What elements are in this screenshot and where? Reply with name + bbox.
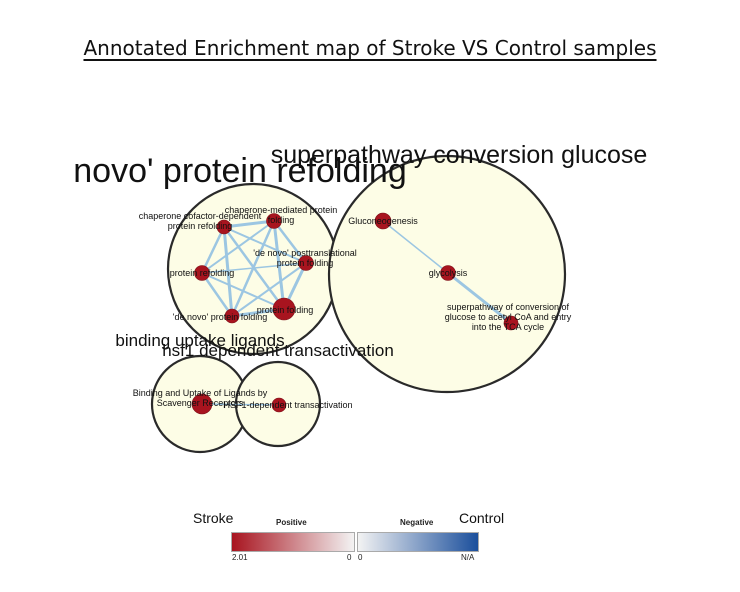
node-label: 'de novo' protein folding — [173, 312, 268, 322]
legend-positive-title: Positive — [276, 518, 307, 527]
legend-positive-gradient — [231, 532, 355, 552]
node-label: protein refolding — [170, 268, 235, 278]
network-edge — [200, 225, 226, 275]
node-label: Gluconeogenesis — [348, 216, 418, 226]
node-label: Binding and Uptake of Ligands by Scavenge… — [133, 388, 268, 408]
network-node[interactable] — [191, 393, 213, 415]
network-edge — [223, 226, 307, 264]
network-edge — [201, 220, 275, 274]
network-edge — [382, 220, 449, 274]
network-node[interactable] — [224, 308, 240, 324]
node-label: HSF1-dependent transactivation — [223, 400, 352, 410]
cluster-label: superpathway conversion glucose — [271, 141, 648, 169]
legend-control-label: Control — [459, 510, 505, 526]
network-node[interactable] — [271, 397, 287, 413]
network-node[interactable] — [266, 213, 282, 229]
node-label: protein folding — [257, 305, 314, 315]
network-node[interactable] — [374, 212, 392, 230]
network-node[interactable] — [503, 315, 519, 331]
node-label: chaperone cofactor-dependent protein refo… — [139, 211, 262, 231]
legend-positive-min: 0 — [347, 553, 352, 562]
legend-negative-title: Negative — [400, 518, 434, 527]
legend-positive-max: 2.01 — [232, 553, 248, 562]
node-label: superpathway of conversion of glucose to … — [445, 302, 572, 332]
legend-negative-min: 0 — [358, 553, 363, 562]
legend-negative-max: N/A — [461, 553, 475, 562]
network-edge — [446, 271, 513, 325]
node-label: 'de novo' posttranslational protein foldi… — [253, 248, 357, 268]
legend-negative-gradient — [357, 532, 479, 552]
network-node[interactable] — [272, 297, 296, 321]
node-label: chaperone-mediated protein folding — [225, 205, 338, 225]
network-edge — [231, 262, 307, 317]
network-node[interactable] — [440, 265, 456, 281]
network-edge — [222, 219, 276, 229]
node-label: glycolysis — [429, 268, 468, 278]
network-edge — [200, 271, 234, 318]
network-edge — [222, 225, 234, 318]
page-title: Annotated Enrichment map of Stroke VS Co… — [83, 36, 657, 60]
network-node[interactable] — [194, 265, 210, 281]
network-node[interactable] — [298, 255, 314, 271]
cluster-label: hsf1 dependent transactivation — [162, 341, 394, 360]
cluster-label: binding uptake ligands — [115, 331, 284, 350]
cluster-label: novo' protein refolding — [73, 152, 407, 190]
legend-stroke-label: Stroke — [193, 510, 234, 526]
network-edge — [272, 219, 308, 265]
network-edge — [201, 403, 280, 406]
network-edge — [201, 272, 285, 310]
network-edge — [201, 262, 307, 274]
network-node[interactable] — [216, 219, 232, 235]
